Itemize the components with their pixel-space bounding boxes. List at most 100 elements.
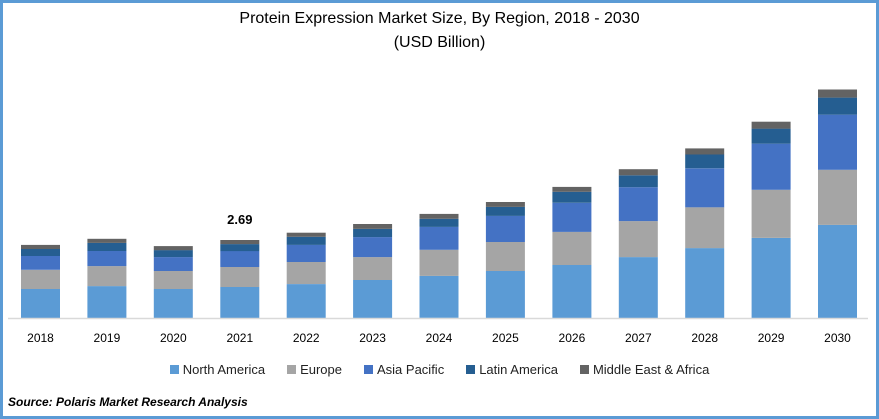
bar-segment-europe-2022	[286, 262, 326, 284]
legend-label: Europe	[300, 362, 342, 377]
legend-label: Middle East & Africa	[592, 362, 710, 377]
annotations: 2.69	[227, 212, 252, 227]
bar-segment-north-america-2020	[153, 289, 193, 318]
bar-segment-north-america-2028	[685, 248, 725, 318]
bar-segment-north-america-2030	[818, 224, 857, 318]
bar-segment-middle-east-africa-2018	[21, 244, 60, 249]
bar-segment-north-america-2024	[419, 275, 459, 318]
bar-segment-europe-2020	[153, 271, 193, 289]
bar-segment-middle-east-africa-2026	[552, 186, 592, 192]
bar-segment-asia-pacific-2027	[618, 187, 658, 222]
bar-segment-middle-east-africa-2029	[751, 121, 791, 129]
bar-segment-middle-east-africa-2023	[353, 224, 393, 229]
bar-segment-north-america-2029	[751, 238, 791, 318]
bar-segment-north-america-2019	[87, 286, 127, 318]
bar-segment-latin-america-2029	[751, 128, 791, 144]
x-tick-label: 2025	[492, 331, 519, 345]
bar-segment-asia-pacific-2025	[485, 215, 525, 242]
bar-segment-latin-america-2018	[21, 249, 60, 256]
bar-segment-north-america-2023	[353, 280, 393, 318]
bar-segment-europe-2019	[87, 266, 127, 287]
legend-item: Middle East & Africa	[579, 362, 710, 377]
bar-segment-north-america-2027	[618, 257, 658, 318]
bar-segment-asia-pacific-2018	[21, 255, 60, 270]
bar-segment-asia-pacific-2029	[751, 143, 791, 190]
bar-segment-middle-east-africa-2028	[685, 148, 725, 155]
bar-segment-asia-pacific-2021	[220, 251, 260, 267]
x-tick-label: 2030	[824, 331, 851, 345]
bar-segment-latin-america-2023	[353, 229, 393, 238]
bar-segment-latin-america-2020	[153, 250, 193, 258]
bar-segment-latin-america-2024	[419, 218, 459, 227]
x-tick-label: 2028	[691, 331, 718, 345]
legend-label: Latin America	[479, 362, 558, 377]
bar-segment-latin-america-2022	[286, 236, 326, 245]
bar-segment-asia-pacific-2024	[419, 226, 459, 250]
x-tick-label: 2022	[293, 331, 320, 345]
bar-segment-europe-2024	[419, 249, 459, 276]
chart-subtitle: (USD Billion)	[393, 34, 486, 51]
bar-segment-europe-2018	[21, 269, 60, 289]
bar-segment-asia-pacific-2022	[286, 244, 326, 262]
legend-item: Latin America	[466, 362, 558, 377]
bar-segment-north-america-2021	[220, 287, 260, 318]
bar-segment-asia-pacific-2030	[818, 114, 857, 170]
x-tick-label: 2018	[27, 331, 54, 345]
bar-segment-europe-2026	[552, 231, 592, 265]
bar-segment-europe-2027	[618, 221, 658, 258]
x-tick-label: 2020	[160, 331, 187, 345]
bar-segment-asia-pacific-2023	[353, 237, 393, 258]
bar-segment-middle-east-africa-2021	[220, 240, 260, 245]
bar-segment-asia-pacific-2028	[685, 168, 725, 208]
bar-segment-asia-pacific-2019	[87, 251, 127, 267]
bar-segment-europe-2023	[353, 257, 393, 280]
legend-swatch	[466, 365, 476, 374]
legend-item: North America	[169, 362, 266, 377]
bar-segment-middle-east-africa-2019	[87, 238, 127, 243]
bar-segment-north-america-2018	[21, 289, 60, 318]
bar-segment-middle-east-africa-2020	[153, 246, 193, 251]
bar-segment-north-america-2026	[552, 264, 592, 318]
bar-segment-middle-east-africa-2025	[485, 202, 525, 207]
bar-segment-latin-america-2028	[685, 154, 725, 169]
bar-segment-middle-east-africa-2024	[419, 213, 459, 219]
bar-segment-latin-america-2025	[485, 206, 525, 216]
legend: North America Europe Asia Pacific Latin Ame…	[0, 362, 879, 377]
data-label-total: 2.69	[227, 212, 252, 227]
x-tick-label: 2029	[758, 331, 785, 345]
legend-label: North America	[182, 362, 266, 377]
x-tick-label: 2021	[226, 331, 253, 345]
x-tick-label: 2019	[94, 331, 121, 345]
bar-segment-latin-america-2019	[87, 242, 127, 251]
bar-segment-north-america-2022	[286, 284, 326, 318]
legend-swatch	[169, 365, 179, 374]
bar-segment-europe-2025	[485, 242, 525, 271]
bar-segment-middle-east-africa-2030	[818, 89, 857, 98]
bar-segment-europe-2021	[220, 267, 260, 287]
legend-item: Asia Pacific	[364, 362, 444, 377]
bar-segment-europe-2028	[685, 207, 725, 249]
legend-swatch	[579, 365, 589, 374]
x-tick-label: 2027	[625, 331, 652, 345]
bar-segment-europe-2029	[751, 189, 791, 238]
x-tick-label: 2026	[559, 331, 586, 345]
bar-segment-asia-pacific-2026	[552, 202, 592, 232]
bar-segment-middle-east-africa-2027	[618, 169, 658, 176]
source-note: Source: Polaris Market Research Analysis	[8, 395, 248, 409]
legend-swatch	[287, 365, 297, 374]
bar-segment-asia-pacific-2020	[153, 257, 193, 271]
bar-segment-latin-america-2027	[618, 175, 658, 188]
x-tick-labels: 2018 2019 2020 2021 2022 2023 2024 2025 2026 2027…	[27, 331, 851, 345]
bar-segment-latin-america-2021	[220, 244, 260, 252]
bar-segment-middle-east-africa-2022	[286, 232, 326, 237]
x-tick-label: 2024	[426, 331, 453, 345]
bars-group	[21, 89, 857, 318]
legend-label: Asia Pacific	[377, 362, 445, 377]
bar-segment-latin-america-2026	[552, 191, 592, 203]
x-tick-label: 2023	[359, 331, 386, 345]
legend-item: Europe	[287, 362, 342, 377]
bar-segment-north-america-2025	[485, 271, 525, 318]
legend-swatch	[364, 365, 373, 374]
